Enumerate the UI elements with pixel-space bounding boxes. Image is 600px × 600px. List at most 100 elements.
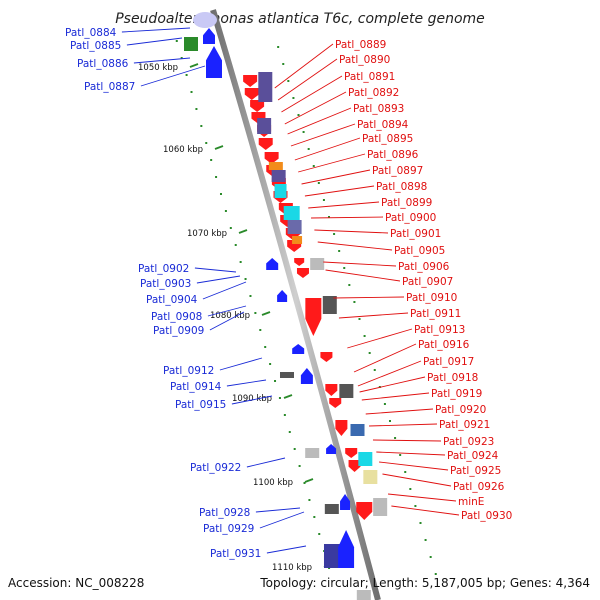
tick-dot	[338, 250, 341, 252]
tick-dot	[312, 165, 315, 167]
tick-dot	[383, 403, 386, 405]
tick-dot	[414, 505, 417, 507]
gene-label: Patl_0894	[357, 119, 409, 131]
gene-box	[305, 448, 320, 458]
tick-dot	[249, 295, 252, 297]
gene-label: Patl_0911	[410, 308, 461, 320]
kbp-label: 1060 kbp	[163, 145, 203, 155]
tick-dot	[318, 533, 321, 535]
tick-dot	[288, 431, 291, 433]
gene-label: Patl_0897	[372, 165, 423, 177]
gene-label: Patl_0908	[151, 311, 202, 323]
leader-line	[361, 392, 430, 401]
leader-line	[387, 493, 457, 502]
tick-dot	[259, 329, 262, 331]
gene-label: Patl_0922	[190, 462, 241, 474]
gene-label: Patl_0923	[443, 436, 494, 448]
gene-box	[283, 206, 300, 220]
gene-label: Patl_0907	[402, 276, 453, 288]
gene-label: Patl_0905	[394, 245, 445, 257]
tick-dot	[293, 448, 296, 450]
kbp-label: 1090 kbp	[232, 394, 272, 404]
leader-line	[140, 65, 206, 87]
leader-line	[266, 545, 307, 554]
gene-arrow	[277, 290, 288, 302]
tick-dot	[180, 57, 183, 59]
leader-line	[219, 357, 263, 371]
gene-arrow	[203, 28, 215, 44]
leader-line	[287, 107, 352, 135]
gene-label: minE	[458, 496, 484, 508]
gene-arrow	[300, 368, 313, 384]
gene-arrow	[294, 258, 305, 266]
tick-dot	[269, 363, 272, 365]
gene-box	[324, 504, 339, 514]
gene-label: Patl_0930	[461, 510, 512, 522]
tick-dot	[333, 233, 336, 235]
map-title: Pseudoalteromonas atlantica T6c, complet…	[115, 11, 485, 27]
gene-label: Patl_0886	[77, 58, 129, 70]
tick-dot	[353, 301, 356, 303]
leader-line	[311, 216, 384, 219]
gene-box	[310, 258, 325, 270]
tick-dot	[282, 63, 285, 65]
leader-line	[196, 275, 241, 284]
genome-summary-text: Topology: circular; Length: 5,187,005 bp…	[259, 576, 590, 590]
gene-box	[356, 590, 371, 600]
gene-label: Patl_0902	[138, 263, 189, 275]
gene-label: Patl_0917	[423, 356, 474, 368]
leader-line	[133, 57, 191, 64]
gene-label: Patl_0926	[453, 481, 505, 493]
gene-label: Patl_0900	[385, 212, 436, 224]
leader-line	[298, 153, 366, 173]
gene-arrow	[296, 268, 309, 278]
genome-backbone	[210, 9, 381, 600]
gene-arrow	[266, 258, 279, 270]
gene-features	[184, 12, 388, 600]
leader-line	[294, 137, 361, 161]
leader-line	[281, 75, 343, 113]
tick-dot	[308, 499, 311, 501]
kbp-tick	[283, 394, 293, 399]
leader-line	[359, 376, 426, 393]
tick-dot	[283, 414, 286, 416]
gene-arrow	[335, 420, 348, 436]
kbp-tick	[189, 63, 199, 68]
leader-line	[357, 360, 422, 387]
tick-dot	[215, 176, 218, 178]
tick-dot	[277, 46, 280, 48]
gene-box	[257, 118, 272, 134]
leader-line	[353, 343, 417, 373]
leader-line	[382, 473, 452, 487]
leader-line	[246, 457, 286, 468]
gene-label: Patl_0909	[153, 325, 204, 337]
kbp-label: 1110 kbp	[272, 563, 312, 573]
gene-label: Patl_0884	[65, 27, 117, 39]
gene-arrow	[340, 494, 351, 510]
gene-arrow	[206, 46, 222, 78]
gene-label: Patl_0899	[381, 197, 432, 209]
gene-blob	[193, 12, 217, 28]
gene-label: Patl_0895	[362, 133, 413, 145]
tick-dot	[409, 488, 412, 490]
gene-label: Patl_0928	[199, 507, 250, 519]
tick-dot	[394, 437, 397, 439]
gene-label: Patl_0918	[427, 372, 478, 384]
leader-line	[274, 43, 334, 89]
gene-arrow	[250, 100, 265, 112]
gene-label: Patl_0898	[376, 181, 427, 193]
gene-label: Patl_0906	[398, 261, 450, 273]
gene-label: Patl_0915	[175, 399, 226, 411]
gene-label: Patl_0887	[84, 81, 135, 93]
leader-line	[231, 395, 273, 405]
gene-arrow	[356, 502, 373, 520]
label-leader-lines	[121, 27, 460, 554]
gene-arrow	[345, 448, 358, 458]
gene-box	[358, 452, 373, 466]
tick-dot	[307, 148, 310, 150]
gene-box	[322, 296, 337, 314]
gene-box	[268, 162, 283, 170]
leader-line	[202, 281, 247, 300]
